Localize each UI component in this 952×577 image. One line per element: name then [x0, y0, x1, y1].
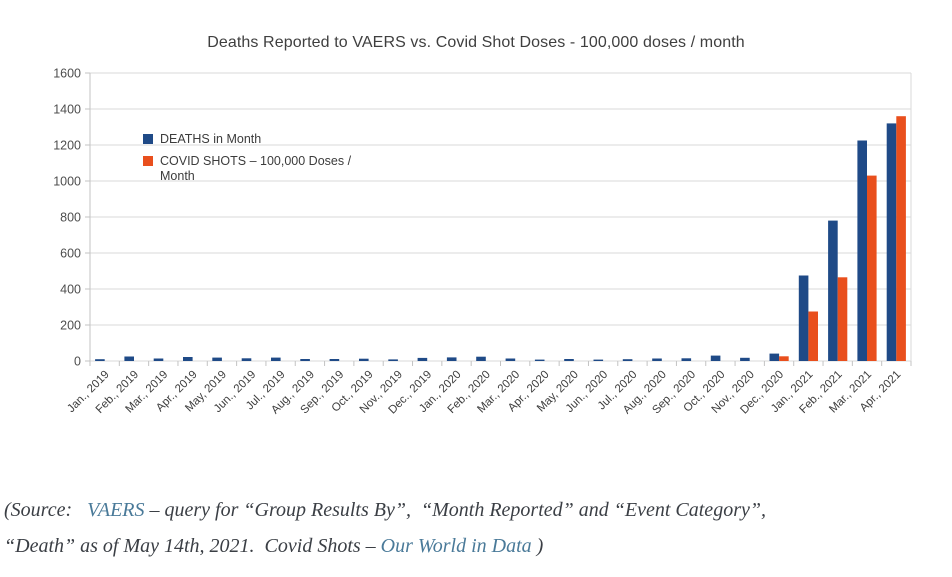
y-tick-label: 800: [60, 211, 81, 225]
bar-deaths-21: [710, 355, 721, 361]
bar-deaths-0: [95, 359, 105, 361]
y-tick-label: 200: [60, 319, 81, 333]
bar-deaths-26: [857, 140, 867, 361]
bar-deaths-24: [798, 275, 809, 361]
legend-swatch-deaths-icon: [143, 134, 153, 144]
bar-deaths-1: [124, 356, 134, 361]
bar-deaths-8: [329, 359, 340, 361]
source-text: ): [531, 535, 544, 557]
source-text: “Death” as of May 14th, 2021. Covid Shot…: [4, 535, 381, 557]
bar-deaths-6: [271, 357, 281, 361]
legend-item-shots: COVID SHOTS – 100,000 Doses / Month: [143, 154, 365, 184]
bar-deaths-14: [505, 358, 516, 361]
y-tick-label: 1000: [53, 175, 81, 189]
bar-deaths-4: [212, 357, 222, 361]
bar-deaths-3: [183, 357, 193, 361]
bar-deaths-15: [534, 359, 545, 361]
y-tick-label: 400: [60, 283, 81, 297]
bar-deaths-9: [359, 358, 369, 361]
source-note: (Source: VAERS – query for “Group Result…: [4, 492, 950, 564]
bar-deaths-5: [241, 358, 252, 361]
bar-deaths-25: [828, 220, 838, 361]
y-tick-label: 600: [60, 247, 81, 261]
y-tick-label: 1200: [53, 139, 81, 153]
legend-swatch-shots-icon: [143, 156, 153, 166]
bar-deaths-13: [476, 356, 486, 361]
bar-deaths-12: [446, 357, 457, 361]
bar-deaths-27: [886, 123, 897, 362]
source-text: (Source:: [4, 499, 88, 521]
source-line: “Death” as of May 14th, 2021. Covid Shot…: [4, 528, 950, 564]
y-tick-label: 1600: [53, 67, 81, 81]
legend-label-shots: COVID SHOTS – 100,000 Doses / Month: [160, 154, 352, 183]
source-link[interactable]: VAERS: [87, 499, 145, 521]
bar-deaths-22: [740, 357, 750, 361]
legend-label-deaths: DEATHS in Month: [160, 132, 262, 146]
bar-deaths-19: [652, 358, 662, 361]
bar-deaths-17: [593, 359, 604, 361]
y-tick-label: 0: [74, 355, 81, 369]
bar-shots-23: [779, 356, 789, 361]
bar-deaths-18: [622, 359, 633, 361]
bar-deaths-16: [564, 359, 574, 361]
legend-item-deaths: DEATHS in Month: [143, 132, 365, 147]
source-text: – query for “Group Results By”, “Month R…: [144, 499, 766, 521]
bar-deaths-11: [417, 357, 428, 361]
bar-deaths-2: [153, 358, 164, 361]
y-tick-label: 1400: [53, 103, 81, 117]
bar-shots-24: [808, 311, 818, 361]
bar-shots-25: [837, 277, 848, 361]
chart-title: Deaths Reported to VAERS vs. Covid Shot …: [207, 34, 745, 51]
chart-legend: DEATHS in Month COVID SHOTS – 100,000 Do…: [143, 132, 365, 191]
bar-deaths-10: [388, 359, 398, 361]
source-line: (Source: VAERS – query for “Group Result…: [4, 492, 950, 528]
bar-deaths-20: [681, 358, 692, 361]
bar-shots-26: [867, 175, 877, 361]
bar-deaths-7: [300, 359, 310, 361]
bar-shots-27: [896, 116, 906, 361]
bar-deaths-23: [769, 353, 780, 361]
source-link[interactable]: Our World in Data: [380, 535, 532, 557]
